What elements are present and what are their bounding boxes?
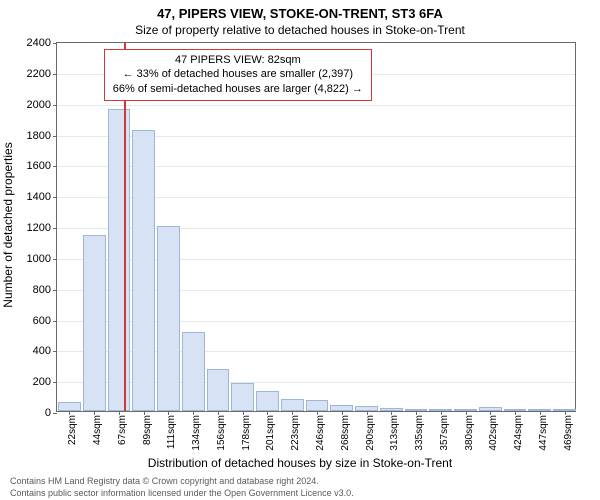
ytick-mark [53, 43, 57, 44]
grid-line [57, 105, 575, 106]
annot-line-3: 66% of semi-detached houses are larger (… [113, 82, 363, 97]
xtick-label: 380sqm [464, 415, 475, 451]
ytick-label: 2200 [27, 68, 51, 80]
histogram-chart: 47, PIPERS VIEW, STOKE-ON-TRENT, ST3 6FA… [0, 0, 600, 500]
histogram-bar [83, 235, 106, 411]
ytick-mark [53, 351, 57, 352]
annot-line-1: 47 PIPERS VIEW: 82sqm [113, 53, 363, 68]
histogram-bar [132, 130, 155, 411]
histogram-bar [157, 226, 180, 411]
chart-title-sub: Size of property relative to detached ho… [0, 21, 600, 37]
xtick-label: 313sqm [389, 415, 400, 451]
histogram-bar [108, 109, 131, 411]
plot-area: 0200400600800100012001400160018002000220… [56, 42, 576, 412]
chart-title-main: 47, PIPERS VIEW, STOKE-ON-TRENT, ST3 6FA [0, 0, 600, 21]
x-axis-label: Distribution of detached houses by size … [0, 456, 600, 470]
ytick-label: 2000 [27, 99, 51, 111]
ytick-label: 800 [33, 284, 51, 296]
ytick-mark [53, 197, 57, 198]
ytick-mark [53, 259, 57, 260]
histogram-bar [58, 402, 81, 411]
ytick-mark [53, 166, 57, 167]
histogram-bar [231, 383, 254, 411]
ytick-mark [53, 105, 57, 106]
ytick-label: 1800 [27, 130, 51, 142]
ytick-mark [53, 74, 57, 75]
histogram-bar [281, 399, 304, 411]
footer-copyright-2: Contains public sector information licen… [10, 488, 354, 498]
xtick-label: 402sqm [488, 415, 499, 451]
xtick-label: 424sqm [513, 415, 524, 451]
ytick-label: 1400 [27, 191, 51, 203]
ytick-mark [53, 228, 57, 229]
ytick-label: 1000 [27, 253, 51, 265]
ytick-mark [53, 321, 57, 322]
annot-line-2: ← 33% of detached houses are smaller (2,… [113, 67, 363, 82]
xtick-label: 290sqm [365, 415, 376, 451]
reference-annotation: 47 PIPERS VIEW: 82sqm ← 33% of detached … [104, 49, 372, 102]
y-axis-label: Number of detached properties [1, 142, 15, 307]
xtick-label: 335sqm [414, 415, 425, 451]
xtick-label: 178sqm [241, 415, 252, 451]
ytick-label: 200 [33, 376, 51, 388]
ytick-mark [53, 413, 57, 414]
xtick-label: 246sqm [315, 415, 326, 451]
xtick-label: 111sqm [166, 415, 177, 449]
histogram-bar [256, 391, 279, 411]
xtick-label: 201sqm [265, 415, 276, 451]
xtick-label: 22sqm [67, 415, 78, 445]
histogram-bar [207, 369, 230, 411]
xtick-label: 469sqm [563, 415, 574, 451]
ytick-mark [53, 136, 57, 137]
ytick-label: 400 [33, 345, 51, 357]
ytick-label: 600 [33, 315, 51, 327]
histogram-bar [182, 332, 205, 411]
ytick-label: 1200 [27, 222, 51, 234]
xtick-label: 89sqm [142, 415, 153, 445]
ytick-mark [53, 382, 57, 383]
ytick-label: 0 [45, 407, 51, 419]
xtick-label: 67sqm [117, 415, 128, 445]
xtick-label: 268sqm [340, 415, 351, 451]
ytick-mark [53, 290, 57, 291]
histogram-bar [306, 400, 329, 411]
xtick-label: 44sqm [92, 415, 103, 445]
footer-copyright-1: Contains HM Land Registry data © Crown c… [10, 476, 319, 486]
xtick-label: 447sqm [538, 415, 549, 451]
xtick-label: 223sqm [290, 415, 301, 451]
xtick-label: 134sqm [191, 415, 202, 451]
xtick-label: 357sqm [439, 415, 450, 451]
ytick-label: 1600 [27, 160, 51, 172]
xtick-label: 156sqm [216, 415, 227, 451]
ytick-label: 2400 [27, 37, 51, 49]
